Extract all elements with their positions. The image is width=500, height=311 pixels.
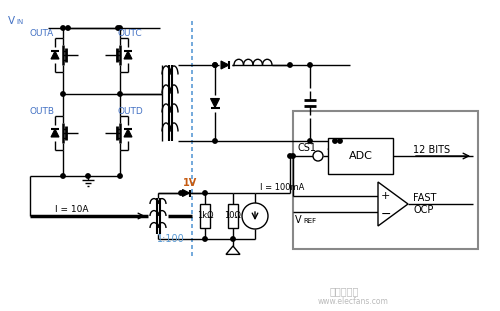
Text: I = 100mA: I = 100mA bbox=[260, 183, 304, 193]
Circle shape bbox=[231, 237, 235, 241]
Polygon shape bbox=[328, 141, 342, 149]
Text: CS1: CS1 bbox=[298, 143, 317, 153]
Text: 1:100: 1:100 bbox=[157, 234, 185, 244]
FancyBboxPatch shape bbox=[228, 204, 238, 228]
Text: V: V bbox=[295, 215, 302, 225]
Circle shape bbox=[203, 191, 207, 195]
Circle shape bbox=[213, 63, 217, 67]
Text: I = 10A: I = 10A bbox=[55, 205, 88, 213]
Text: +: + bbox=[381, 191, 390, 201]
Circle shape bbox=[118, 92, 122, 96]
Polygon shape bbox=[221, 61, 229, 69]
Text: 电子发烧友: 电子发烧友 bbox=[330, 286, 360, 296]
Polygon shape bbox=[182, 189, 190, 197]
Circle shape bbox=[118, 26, 122, 30]
Circle shape bbox=[61, 92, 65, 96]
Text: FAST: FAST bbox=[413, 193, 436, 203]
Circle shape bbox=[203, 237, 207, 241]
Circle shape bbox=[242, 203, 268, 229]
Circle shape bbox=[86, 174, 90, 178]
Circle shape bbox=[288, 154, 292, 158]
Text: www.elecfans.com: www.elecfans.com bbox=[318, 296, 389, 305]
FancyBboxPatch shape bbox=[293, 111, 478, 249]
Polygon shape bbox=[210, 99, 220, 108]
Text: −: − bbox=[381, 207, 392, 220]
Circle shape bbox=[291, 154, 295, 158]
Polygon shape bbox=[378, 182, 408, 226]
Text: V: V bbox=[8, 16, 15, 26]
Circle shape bbox=[61, 26, 65, 30]
FancyBboxPatch shape bbox=[328, 138, 393, 174]
FancyBboxPatch shape bbox=[200, 204, 210, 228]
Text: ADC: ADC bbox=[348, 151, 372, 161]
Text: OCP: OCP bbox=[413, 205, 434, 215]
Circle shape bbox=[338, 139, 342, 143]
Circle shape bbox=[118, 174, 122, 178]
Text: IN: IN bbox=[16, 19, 23, 25]
Text: OUTB: OUTB bbox=[30, 106, 55, 115]
Polygon shape bbox=[124, 129, 132, 137]
Text: 12 BITS: 12 BITS bbox=[413, 145, 450, 155]
Circle shape bbox=[313, 151, 323, 161]
Text: 1V: 1V bbox=[183, 178, 197, 188]
Polygon shape bbox=[51, 129, 59, 137]
Text: OUTD: OUTD bbox=[117, 106, 143, 115]
Circle shape bbox=[179, 191, 183, 195]
Circle shape bbox=[288, 63, 292, 67]
Text: OUTA: OUTA bbox=[30, 29, 54, 38]
Text: 1kΩ: 1kΩ bbox=[197, 211, 213, 220]
Polygon shape bbox=[51, 51, 59, 59]
Circle shape bbox=[213, 63, 217, 67]
Circle shape bbox=[66, 26, 70, 30]
Polygon shape bbox=[124, 51, 132, 59]
Text: REF: REF bbox=[303, 218, 316, 224]
Circle shape bbox=[333, 139, 337, 143]
Circle shape bbox=[308, 139, 312, 143]
Circle shape bbox=[116, 26, 120, 30]
Circle shape bbox=[308, 63, 312, 67]
Polygon shape bbox=[226, 246, 240, 254]
Text: 10Ω: 10Ω bbox=[224, 211, 242, 220]
Circle shape bbox=[61, 174, 65, 178]
Circle shape bbox=[213, 139, 217, 143]
Text: OUTC: OUTC bbox=[117, 29, 141, 38]
